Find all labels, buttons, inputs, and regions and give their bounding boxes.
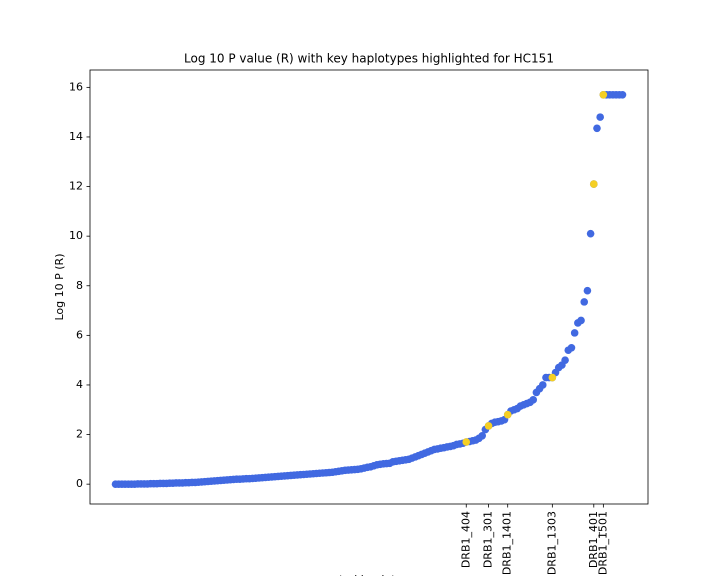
y-axis-label: Log 10 P (R): [53, 254, 66, 321]
point: [529, 396, 538, 404]
x-tick-label: DRB1_1401: [501, 511, 514, 575]
x-tick-label: DRB1_301: [482, 511, 495, 568]
point: [570, 329, 579, 337]
point: [589, 180, 598, 188]
y-tick-label: 10: [69, 229, 83, 242]
point: [586, 229, 595, 238]
point: [583, 286, 592, 295]
plot-frame: [89, 69, 649, 505]
y-tick-label: 14: [69, 130, 83, 143]
y-tick-label: 0: [76, 477, 83, 490]
point: [561, 356, 569, 364]
x-axis-label: sorted haplotype: [322, 573, 416, 576]
point: [596, 113, 604, 121]
y-tick-label: 4: [76, 378, 83, 391]
point: [593, 124, 601, 133]
point: [503, 410, 512, 419]
point: [618, 91, 627, 99]
x-tick-label: DRB1_401: [587, 511, 600, 568]
point: [599, 91, 608, 99]
y-tick-label: 16: [69, 80, 83, 93]
point: [484, 422, 493, 430]
x-tick-label: DRB1_1303: [545, 511, 558, 575]
point: [538, 381, 547, 389]
point: [478, 432, 486, 440]
y-tick-label: 8: [76, 279, 83, 292]
y-tick-label: 6: [76, 328, 83, 341]
x-tick-label: DRB1_404: [459, 511, 472, 568]
point: [548, 373, 557, 382]
y-tick-label: 2: [76, 428, 83, 441]
point: [462, 438, 471, 446]
y-tick-label: 12: [69, 180, 83, 193]
chart-title: Log 10 P value (R) with key haplotypes h…: [184, 52, 554, 66]
point: [580, 298, 589, 306]
x-tick-label: DRB1_1501: [596, 511, 609, 575]
point: [577, 316, 585, 325]
point: [567, 343, 576, 352]
